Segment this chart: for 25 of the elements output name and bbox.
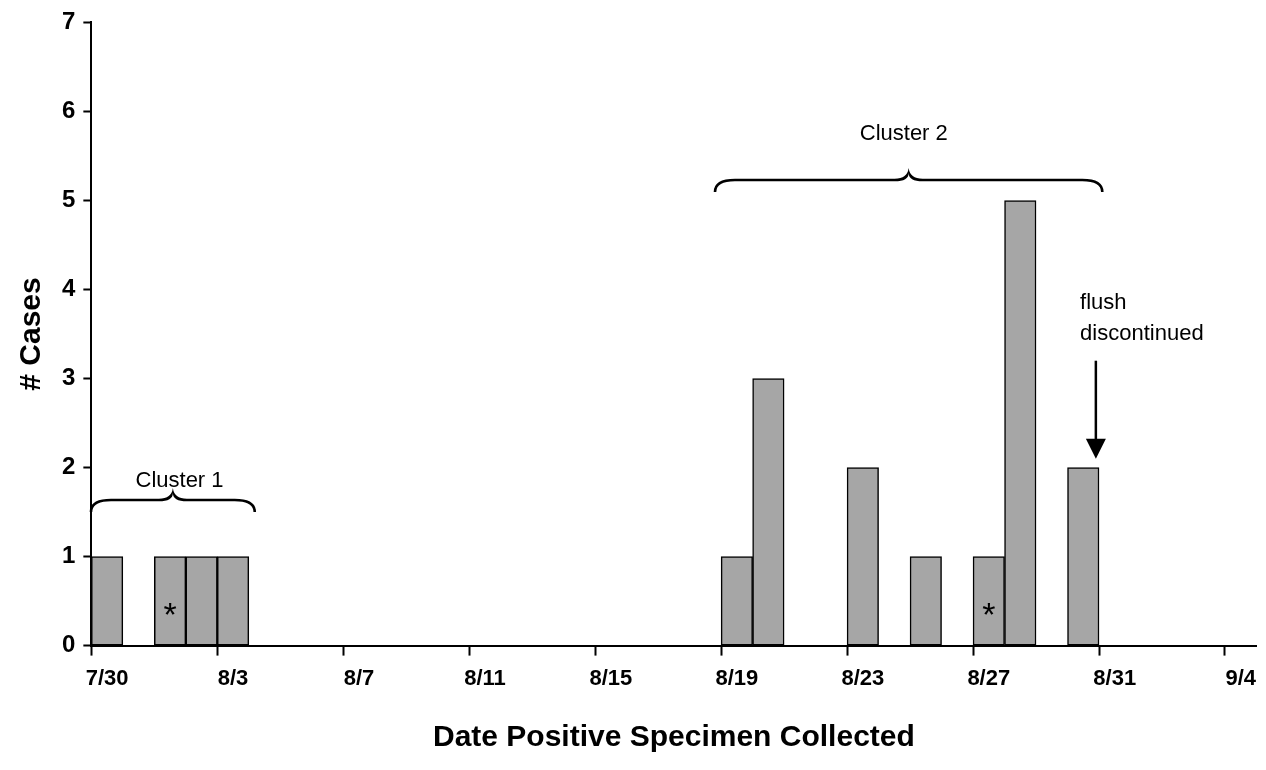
x-axis-title: Date Positive Specimen Collected: [432, 719, 915, 753]
x-tick-label: 8/23: [841, 664, 885, 690]
y-tick-label: 3: [61, 363, 76, 391]
x-tick-label: 7/30: [85, 664, 129, 690]
x-tick-label: 9/4: [1225, 664, 1257, 690]
annotation: *: [163, 594, 177, 633]
y-tick-label: 0: [61, 630, 76, 658]
x-tick-label: 8/3: [217, 664, 249, 690]
y-tick-label: 7: [61, 7, 76, 35]
y-tick-label: 4: [61, 274, 76, 302]
y-tick-label: 1: [61, 541, 76, 569]
x-tick-label: 8/15: [589, 664, 633, 690]
annotation: flush discontinued: [1080, 288, 1204, 345]
y-tick-label: 2: [61, 452, 76, 480]
y-tick-label: 5: [61, 185, 76, 213]
annotation: Cluster 1: [135, 466, 224, 492]
x-tick-label: 8/11: [464, 664, 506, 690]
y-axis-title: # Cases: [13, 277, 47, 391]
x-tick-label: 8/19: [715, 664, 759, 690]
x-tick-label: 8/31: [1093, 664, 1137, 690]
y-tick-label: 6: [61, 96, 76, 124]
annotation: Cluster 2: [859, 119, 948, 145]
x-tick-label: 8/27: [967, 664, 1011, 690]
annotation: *: [982, 594, 996, 633]
x-tick-label: 8/7: [343, 664, 375, 690]
